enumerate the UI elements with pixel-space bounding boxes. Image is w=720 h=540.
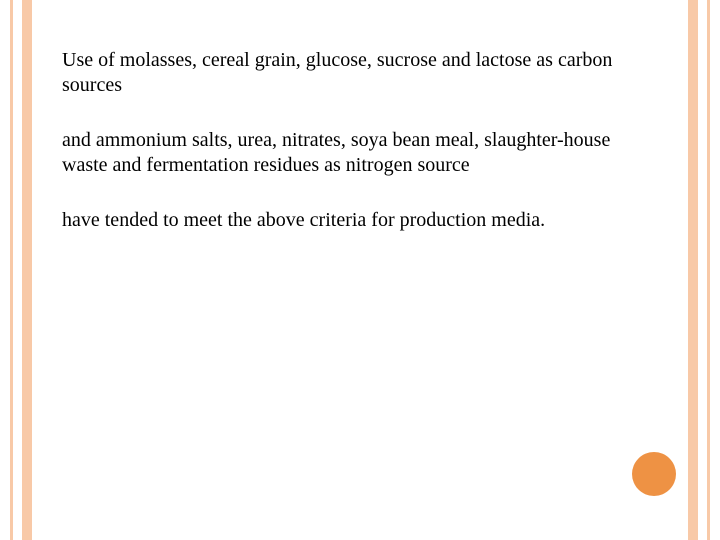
content-area: Use of molasses, cereal grain, glucose, … xyxy=(62,48,658,263)
paragraph-3: have tended to meet the above criteria f… xyxy=(62,208,658,233)
paragraph-1: Use of molasses, cereal grain, glucose, … xyxy=(62,48,658,98)
left-outer-stripe xyxy=(10,0,13,540)
right-outer-stripe xyxy=(707,0,710,540)
left-inner-stripe xyxy=(22,0,32,540)
slide: Use of molasses, cereal grain, glucose, … xyxy=(0,0,720,540)
right-inner-stripe xyxy=(688,0,698,540)
accent-circle-icon xyxy=(632,452,676,496)
paragraph-2: and ammonium salts, urea, nitrates, soya… xyxy=(62,128,658,178)
